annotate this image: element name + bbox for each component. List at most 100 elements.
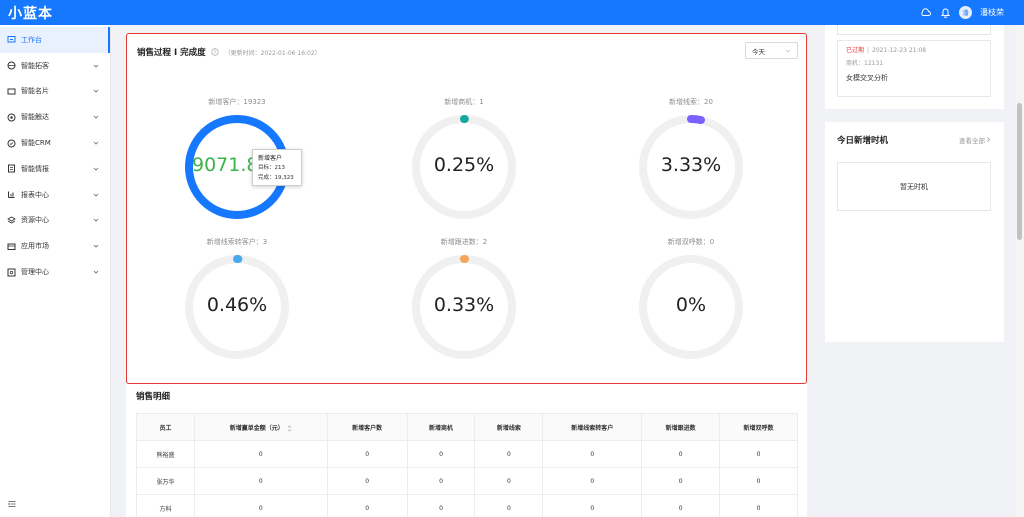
- table-cell: 0: [406, 440, 476, 468]
- table-cell: 0: [193, 440, 328, 468]
- table-cell: 0: [641, 440, 721, 468]
- scrollbar-track[interactable]: [1016, 25, 1024, 517]
- table-cell: 0: [474, 494, 544, 517]
- view-all-label: 查看全部: [959, 137, 985, 145]
- col-header-deal-amount[interactable]: 新增赢单金额（元）: [193, 413, 328, 441]
- table-cell: 0: [542, 467, 643, 495]
- sidebar-item-smart-crm[interactable]: 智能CRM: [0, 130, 110, 156]
- gauge-value: 9071.8: [192, 154, 259, 176]
- top-actions: 潘 潘枝荣: [919, 6, 1004, 19]
- svg-text:?: ?: [213, 50, 216, 56]
- sidebar-item-smart-reach[interactable]: 智能触达: [0, 104, 110, 130]
- chevron-down-icon: [92, 242, 100, 250]
- cloud-icon[interactable]: [919, 7, 931, 19]
- store-icon: [7, 242, 16, 251]
- empty-state-text: 暂无时机: [900, 182, 928, 191]
- notice-previous-item[interactable]: [837, 25, 991, 35]
- period-select[interactable]: 今天: [745, 42, 798, 59]
- table-cell: 0: [193, 467, 328, 495]
- table-cell: 0: [641, 467, 721, 495]
- table-cell: 0: [474, 440, 544, 468]
- username[interactable]: 潘枝荣: [980, 8, 1004, 17]
- col-header-dual-calls: 新增双呼数: [719, 413, 798, 441]
- top-bar: 小蓝本 潘 潘枝荣: [0, 0, 1024, 25]
- separator: |: [867, 47, 870, 54]
- chevron-down-icon: [92, 139, 100, 147]
- sales-progress-title: 销售过程 I 完成度: [137, 48, 206, 58]
- layers-icon: [7, 216, 16, 225]
- bell-icon[interactable]: [939, 7, 951, 19]
- gauge-value: 3.33%: [660, 154, 722, 176]
- gauge-ring: [639, 115, 743, 219]
- table-cell: 0: [474, 467, 544, 495]
- gauge-ring: [412, 255, 516, 359]
- workbench-icon: [7, 35, 16, 44]
- sidebar-item-label: 智能情报: [21, 164, 49, 173]
- gauge[interactable]: 新增线索：20 3.33%: [637, 97, 745, 221]
- menu-collapse-icon[interactable]: [7, 499, 17, 509]
- app-logo[interactable]: 小蓝本: [8, 5, 53, 22]
- gauge-ring: [412, 115, 516, 219]
- sidebar-item-report-center[interactable]: 报表中心: [0, 182, 110, 208]
- col-header-followups: 新增跟进数: [641, 413, 721, 441]
- globe-icon: [7, 61, 16, 70]
- table-cell: 0: [719, 467, 798, 495]
- col-header-new-leads: 新增线索: [474, 413, 544, 441]
- sidebar-item-label: 报表中心: [21, 190, 49, 199]
- sidebar-item-management-center[interactable]: 管理中心: [0, 259, 110, 285]
- table-cell: 0: [326, 467, 408, 495]
- gauge[interactable]: 新增商机：1 0.25%: [410, 97, 518, 221]
- gauge-label: 新增商机：1: [444, 98, 484, 106]
- sidebar: 工作台 智能拓客 智能名片 智能触达 智能CRM 智能情报 报表中心 资源中心 …: [0, 25, 111, 517]
- target-icon: [7, 113, 16, 122]
- card-icon: [7, 87, 16, 96]
- chevron-down-icon: [92, 113, 100, 121]
- notice-item[interactable]: 已过期 | 2021-12-23 21:08 商机：12131 女模交叉分析: [837, 40, 991, 97]
- sidebar-item-label: 工作台: [21, 35, 42, 44]
- sidebar-item-label: 智能触达: [21, 113, 49, 122]
- sidebar-item-resource-center[interactable]: 资源中心: [0, 208, 110, 234]
- sort-icon[interactable]: [287, 425, 292, 432]
- col-header-new-opps: 新增商机: [406, 413, 476, 441]
- sidebar-item-smart-prospecting[interactable]: 智能拓客: [0, 53, 110, 79]
- sales-detail-card: 销售明细 员工 新增赢单金额（元） 新增客户数 新增商机 新增线索 新增线索转客…: [126, 384, 807, 517]
- chart-icon: [7, 190, 16, 199]
- tooltip-done: 完成：19,323: [258, 174, 294, 181]
- table-header-row: 员工 新增赢单金额（元） 新增客户数 新增商机 新增线索 新增线索转客户 新增跟…: [136, 413, 798, 441]
- sidebar-item-smart-card[interactable]: 智能名片: [0, 79, 110, 105]
- col-header-label: 新增赢单金额（元）: [229, 424, 284, 432]
- chevron-down-icon: [92, 165, 100, 173]
- gauge[interactable]: 新增跟进数：2 0.33%: [410, 237, 518, 361]
- notice-name: 女模交叉分析: [846, 74, 888, 82]
- sidebar-item-label: 管理中心: [21, 268, 49, 277]
- help-icon[interactable]: ?: [211, 48, 219, 56]
- gauge-value: 0.46%: [206, 294, 268, 316]
- empty-state: 暂无时机: [837, 162, 991, 211]
- settings-icon: [7, 268, 16, 277]
- gauge-ring: [639, 255, 743, 359]
- sidebar-item-label: 智能CRM: [21, 139, 51, 148]
- table-row[interactable]: 方科 0 0 0 0 0 0 0: [136, 494, 798, 517]
- employee-name-cell: 方科: [136, 494, 195, 517]
- table-row[interactable]: 熊裕盛 0 0 0 0 0 0 0: [136, 440, 798, 468]
- table-cell: 0: [542, 494, 643, 517]
- sidebar-item-workbench[interactable]: 工作台: [0, 27, 110, 53]
- table-cell: 0: [406, 494, 476, 517]
- scrollbar-thumb[interactable]: [1017, 103, 1022, 240]
- notice-date: 2021-12-23 21:08: [872, 47, 927, 54]
- gauge[interactable]: 新增双呼数：0 0%: [637, 237, 745, 361]
- sidebar-item-smart-intel[interactable]: 智能情报: [0, 156, 110, 182]
- table-cell: 0: [542, 440, 643, 468]
- table-row[interactable]: 张万华 0 0 0 0 0 0 0: [136, 467, 798, 495]
- chevron-down-icon: [92, 216, 100, 224]
- sidebar-item-app-market[interactable]: 应用市场: [0, 233, 110, 259]
- gauge[interactable]: 新增线索转客户：3 0.46%: [183, 237, 291, 361]
- sidebar-item-label: 智能拓客: [21, 61, 49, 70]
- gauge-value: 0.25%: [433, 154, 495, 176]
- view-all-link[interactable]: 查看全部: [959, 135, 992, 145]
- today-opps-title: 今日新增时机: [837, 136, 889, 146]
- employee-name-cell: 熊裕盛: [136, 440, 195, 468]
- col-header-employee: 员工: [136, 413, 195, 441]
- avatar[interactable]: 潘: [959, 6, 972, 19]
- crm-icon: [7, 139, 16, 148]
